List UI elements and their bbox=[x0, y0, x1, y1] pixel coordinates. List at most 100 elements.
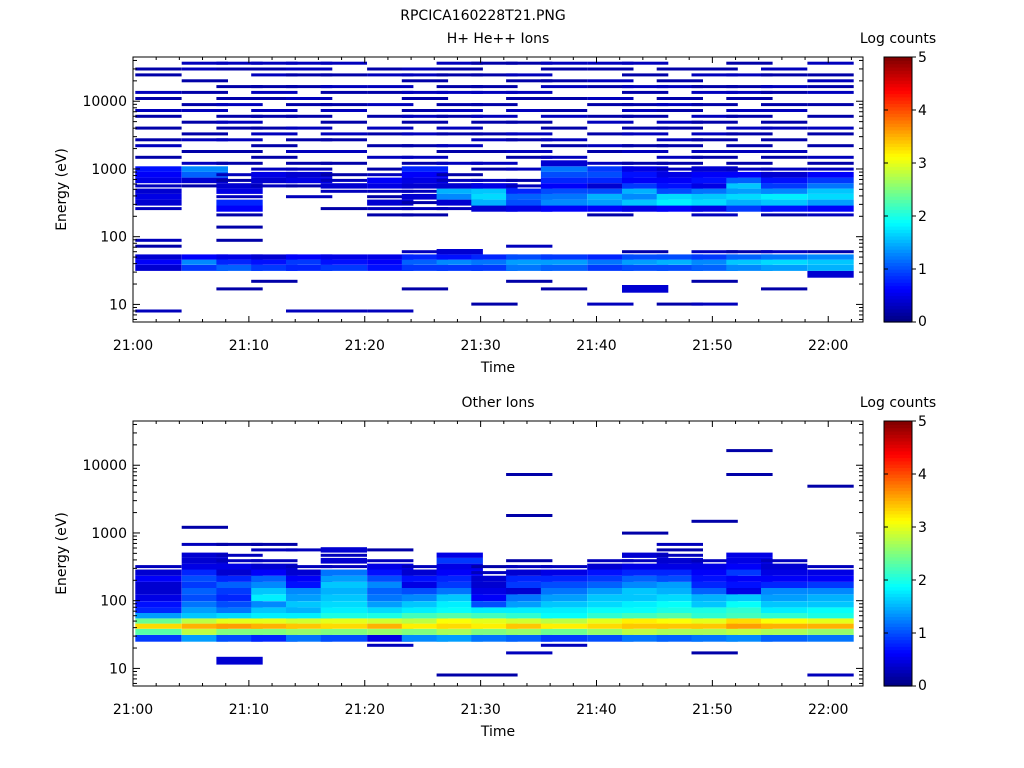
x-tick-label: 21:20 bbox=[345, 338, 385, 354]
heatmap-cell bbox=[436, 85, 483, 89]
heatmap-cell bbox=[656, 634, 703, 642]
heatmap-cell bbox=[436, 563, 483, 570]
heatmap-cell bbox=[761, 607, 808, 613]
heatmap-cell bbox=[726, 473, 773, 476]
heatmap-cell bbox=[181, 67, 228, 71]
heatmap-cell bbox=[506, 514, 553, 517]
colorbar-segment bbox=[884, 83, 912, 88]
heatmap-cell bbox=[761, 126, 808, 130]
heatmap-cell bbox=[471, 73, 518, 77]
heatmap-cell bbox=[691, 183, 738, 189]
colorbar-segment bbox=[884, 186, 912, 191]
heatmap-cell bbox=[622, 73, 669, 77]
heatmap-cell bbox=[691, 103, 738, 107]
heatmap-cell bbox=[367, 264, 414, 271]
heatmap-cell bbox=[587, 144, 634, 148]
colorbar-segment bbox=[884, 76, 912, 81]
heatmap-cell bbox=[761, 569, 808, 576]
colorbar-segment bbox=[884, 288, 912, 293]
heatmap-cell bbox=[807, 155, 854, 159]
heatmap-cell bbox=[436, 607, 483, 613]
heatmap-cell bbox=[506, 569, 553, 576]
heatmap-cell bbox=[587, 183, 634, 189]
heatmap-cell bbox=[540, 155, 588, 159]
heatmap-cell bbox=[367, 155, 414, 159]
heatmap-cell bbox=[436, 594, 483, 602]
colorbar-segment bbox=[884, 242, 912, 247]
heatmap-cell bbox=[540, 138, 588, 142]
heatmap-cell bbox=[761, 103, 808, 107]
colorbar-segment bbox=[884, 73, 912, 78]
heatmap-cell bbox=[761, 109, 808, 112]
colorbar-segment bbox=[884, 487, 912, 492]
heatmap-cell bbox=[286, 126, 333, 130]
heatmap-cell bbox=[656, 607, 703, 613]
heatmap-cell bbox=[216, 213, 263, 217]
heatmap-cell bbox=[320, 178, 367, 182]
colorbar-segment bbox=[884, 662, 912, 667]
heatmap-cell bbox=[807, 90, 854, 94]
heatmap-cell bbox=[216, 264, 263, 271]
colorbar-tick-label: 0 bbox=[918, 314, 927, 330]
colorbar-segment bbox=[884, 513, 912, 518]
heatmap-cell bbox=[656, 548, 703, 552]
heatmap-cell bbox=[216, 126, 263, 130]
heatmap-cell bbox=[251, 618, 298, 624]
heatmap-cell bbox=[286, 613, 333, 619]
heatmap-cell bbox=[401, 565, 449, 569]
heatmap-cell bbox=[401, 155, 449, 159]
heatmap-cell bbox=[506, 155, 553, 159]
heatmap-cell bbox=[181, 575, 228, 582]
heatmap-cell bbox=[761, 177, 808, 184]
heatmap-cell bbox=[656, 302, 703, 306]
heatmap-cell bbox=[320, 569, 367, 576]
colorbar-segment bbox=[884, 295, 912, 300]
heatmap-cell bbox=[656, 542, 703, 546]
heatmap-cell bbox=[726, 61, 773, 65]
heatmap-cell bbox=[286, 254, 333, 260]
heatmap-cell bbox=[622, 199, 669, 206]
heatmap-cell bbox=[367, 575, 414, 582]
heatmap-cell bbox=[135, 582, 182, 588]
heatmap-cell bbox=[506, 167, 553, 171]
heatmap-cell bbox=[622, 150, 669, 153]
heatmap-cell bbox=[181, 120, 228, 124]
heatmap-cell bbox=[471, 613, 518, 619]
heatmap-cell bbox=[506, 613, 553, 619]
heatmap-cell bbox=[691, 582, 738, 588]
colorbar-segment bbox=[884, 450, 912, 455]
heatmap-cell bbox=[401, 144, 449, 148]
heatmap-cell bbox=[656, 569, 703, 576]
heatmap-cell bbox=[656, 264, 703, 271]
heatmap-cell bbox=[587, 559, 634, 563]
heatmap-cell bbox=[436, 249, 483, 255]
heatmap-cell bbox=[216, 205, 263, 212]
heatmap-cell bbox=[135, 634, 182, 642]
heatmap-cell bbox=[436, 193, 483, 200]
heatmap-cell bbox=[436, 259, 483, 265]
heatmap-cell bbox=[471, 565, 518, 569]
colorbar-segment bbox=[884, 497, 912, 502]
heatmap-cell bbox=[216, 120, 263, 124]
heatmap-cell bbox=[436, 569, 483, 576]
x-tick-label: 22:00 bbox=[808, 338, 848, 354]
heatmap-cell bbox=[401, 132, 449, 136]
heatmap-cell bbox=[726, 97, 773, 100]
heatmap-cell bbox=[181, 184, 228, 188]
heatmap-cell bbox=[286, 67, 333, 71]
heatmap-cell bbox=[251, 155, 298, 159]
heatmap-cell bbox=[691, 613, 738, 619]
heatmap-cell bbox=[471, 575, 518, 582]
colorbar-segment bbox=[884, 278, 912, 283]
heatmap-cell bbox=[216, 613, 263, 619]
colorbar-tick-label: 2 bbox=[918, 573, 927, 589]
heatmap-cell bbox=[436, 264, 483, 271]
colorbar-segment bbox=[884, 209, 912, 214]
heatmap-cell bbox=[506, 264, 553, 271]
heatmap-cell bbox=[622, 103, 669, 107]
heatmap-cell bbox=[401, 601, 449, 608]
heatmap-cell bbox=[587, 177, 634, 184]
colorbar: 0 1 2 3 4 5 Log counts bbox=[860, 395, 936, 694]
heatmap-cell bbox=[251, 279, 298, 283]
colorbar-segment bbox=[884, 636, 912, 641]
